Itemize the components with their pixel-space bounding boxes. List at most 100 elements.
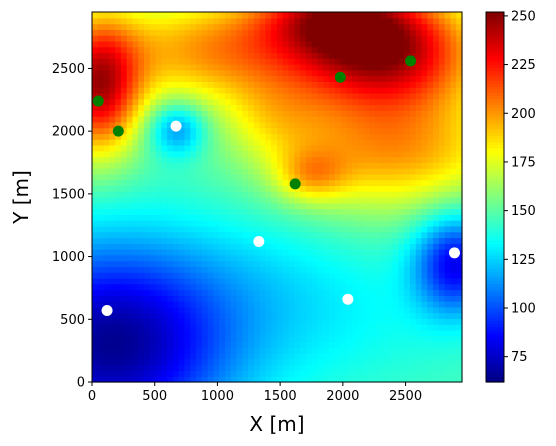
heatmap-cell	[213, 208, 220, 215]
heatmap-cell	[415, 283, 423, 291]
heatmap-cell	[433, 179, 440, 187]
heatmap-cell	[213, 52, 220, 59]
heatmap-cell	[253, 104, 261, 111]
heatmap-cell	[357, 127, 365, 135]
heatmap-cell	[311, 150, 319, 158]
heatmap-cell	[126, 243, 134, 250]
heatmap-cell	[444, 289, 452, 296]
heatmap-cell	[415, 156, 423, 163]
heatmap-cell	[386, 341, 394, 348]
heatmap-cell	[323, 40, 330, 48]
heatmap-cell	[427, 197, 434, 204]
heatmap-cell	[415, 81, 423, 88]
heatmap-cell	[369, 249, 376, 256]
heatmap-cell	[444, 179, 452, 187]
heatmap-cell	[236, 249, 243, 256]
heatmap-cell	[178, 364, 186, 372]
heatmap-cell	[213, 272, 220, 279]
heatmap-cell	[161, 220, 168, 227]
heatmap-cell	[265, 144, 272, 152]
heatmap-cell	[97, 335, 105, 343]
heatmap-cell	[375, 64, 382, 71]
heatmap-cell	[444, 173, 452, 181]
heatmap-cell	[381, 40, 388, 48]
heatmap-cell	[404, 301, 411, 308]
heatmap-cell	[381, 75, 388, 82]
heatmap-cell	[161, 179, 168, 187]
heatmap-cell	[144, 237, 151, 244]
heatmap-cell	[253, 277, 261, 285]
heatmap-cell	[288, 17, 295, 25]
heatmap-cell	[184, 283, 191, 291]
heatmap-cell	[433, 92, 440, 100]
heatmap-cell	[155, 358, 162, 366]
heatmap-cell	[120, 81, 128, 88]
heatmap-cell	[438, 173, 446, 181]
heatmap-cell	[427, 358, 434, 366]
heatmap-cell	[92, 301, 99, 308]
heatmap-cell	[230, 58, 238, 65]
heatmap-cell	[132, 347, 139, 354]
heatmap-cell	[242, 35, 249, 42]
heatmap-cell	[288, 52, 295, 59]
heatmap-cell	[92, 104, 99, 111]
heatmap-cell	[259, 277, 267, 285]
heatmap-cell	[352, 243, 359, 250]
heatmap-cell	[167, 237, 174, 244]
heatmap-cell	[242, 87, 249, 94]
heatmap-cell	[300, 104, 307, 111]
heatmap-cell	[305, 243, 313, 250]
heatmap-cell	[288, 249, 295, 256]
heatmap-cell	[323, 260, 330, 267]
heatmap-cell	[277, 237, 284, 244]
heatmap-cell	[248, 23, 255, 30]
heatmap-cell	[120, 92, 128, 100]
heatmap-cell	[167, 81, 174, 88]
heatmap-cell	[294, 144, 301, 152]
heatmap-cell	[161, 127, 168, 135]
heatmap-cell	[201, 150, 209, 158]
heatmap-cell	[415, 260, 423, 267]
heatmap-cell	[346, 324, 353, 331]
heatmap-cell	[363, 231, 371, 239]
heatmap-cell	[369, 87, 376, 94]
heatmap-cell	[138, 75, 145, 82]
heatmap-cell	[161, 214, 168, 221]
heatmap-cell	[392, 29, 400, 36]
heatmap-cell	[404, 370, 411, 377]
heatmap-cell	[92, 52, 99, 59]
heatmap-cell	[230, 156, 238, 163]
heatmap-cell	[340, 329, 347, 337]
heatmap-cell	[375, 92, 382, 100]
heatmap-cell	[109, 156, 116, 163]
heatmap-cell	[340, 289, 347, 296]
heatmap-cell	[444, 266, 452, 273]
heatmap-cell	[305, 98, 313, 106]
heatmap-cell	[97, 144, 105, 152]
heatmap-cell	[265, 301, 272, 308]
heatmap-cell	[248, 98, 255, 106]
heatmap-cell	[311, 92, 319, 100]
heatmap-cell	[115, 104, 122, 111]
heatmap-cell	[288, 318, 295, 325]
heatmap-cell	[149, 370, 157, 377]
white-dot	[342, 293, 354, 305]
heatmap-cell	[404, 173, 411, 181]
heatmap-cell	[415, 46, 423, 54]
heatmap-cell	[300, 370, 307, 377]
heatmap-cell	[120, 35, 128, 42]
heatmap-cell	[404, 289, 411, 296]
heatmap-cell	[421, 98, 428, 106]
heatmap-cell	[357, 121, 365, 129]
heatmap-cell	[363, 324, 371, 331]
heatmap-cell	[282, 243, 290, 250]
heatmap-cell	[456, 104, 463, 111]
heatmap-cell	[427, 104, 434, 111]
heatmap-cell	[265, 266, 272, 273]
heatmap-cell	[357, 17, 365, 25]
heatmap-cell	[97, 358, 105, 366]
heatmap-cell	[294, 353, 301, 360]
heatmap-cell	[271, 249, 278, 256]
heatmap-cell	[196, 364, 203, 372]
heatmap-cell	[323, 133, 330, 140]
